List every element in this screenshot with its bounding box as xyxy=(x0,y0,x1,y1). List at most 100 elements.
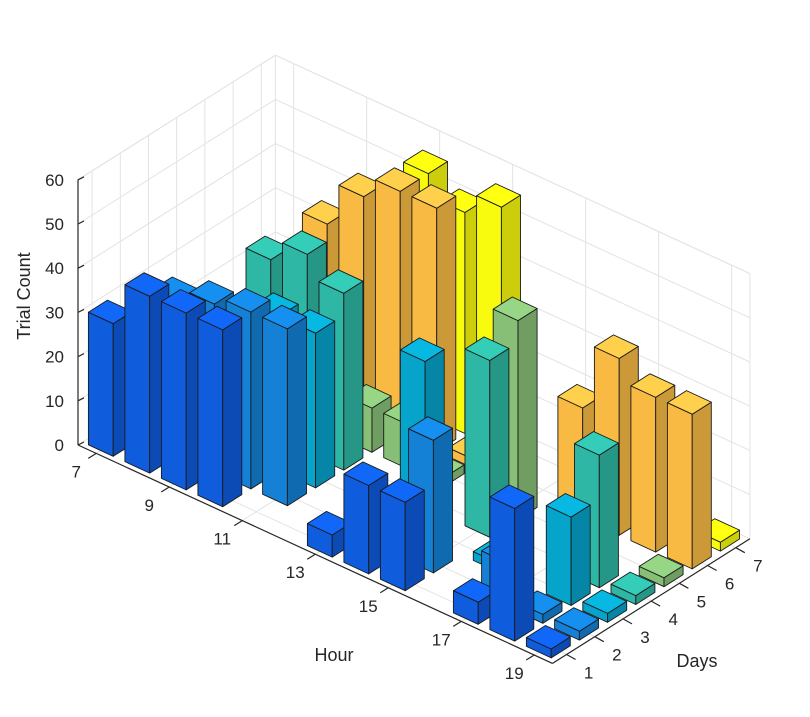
y-tick xyxy=(650,600,661,607)
bar-face-top xyxy=(638,553,684,579)
bar-face-top xyxy=(610,571,656,597)
wall-edge xyxy=(275,54,751,275)
wall-edge xyxy=(77,54,276,181)
y-tick xyxy=(679,582,689,589)
x-tick-label: 17 xyxy=(432,630,451,649)
bar-face-front xyxy=(545,505,572,606)
bar-face-top xyxy=(525,625,571,650)
bar-face-top xyxy=(492,296,538,322)
bar-hour-19-day-3 xyxy=(582,589,628,623)
y-tick xyxy=(707,564,717,572)
bar-face-top xyxy=(545,493,591,518)
x-tick-label: 13 xyxy=(286,563,305,582)
x-tick-label: 11 xyxy=(213,530,231,549)
x-tick xyxy=(160,486,170,493)
bar-face-front xyxy=(464,348,491,538)
y-tick-label: 1 xyxy=(584,664,593,683)
z-tick xyxy=(77,264,85,269)
x-tick-label: 7 xyxy=(72,462,81,481)
x-tick xyxy=(452,620,462,627)
bar-face-top xyxy=(403,149,448,175)
z-tick-label: 10 xyxy=(45,392,64,411)
labels: Trial Count Hour Days xyxy=(14,252,718,671)
x-tick xyxy=(87,452,97,459)
z-tick xyxy=(77,176,85,181)
bar-face-top xyxy=(374,167,420,192)
bar-face-side xyxy=(570,504,591,606)
bar-face-top xyxy=(464,336,510,361)
z-tick xyxy=(77,220,85,225)
z-tick-label: 50 xyxy=(45,215,64,234)
z-tick-label: 60 xyxy=(45,171,64,190)
z-tick xyxy=(77,308,85,313)
z-tick-label: 30 xyxy=(45,303,64,322)
bar-hour-19-day-5 xyxy=(638,553,684,588)
y-tick-label: 6 xyxy=(725,575,734,594)
y-tick-label: 4 xyxy=(668,610,677,629)
bar-face-top xyxy=(630,373,676,398)
bar-face-front xyxy=(666,402,693,570)
bar-face-top xyxy=(411,184,457,209)
z-axis-label: Trial Count xyxy=(14,252,34,339)
z-tick xyxy=(77,353,85,358)
bar-face-front xyxy=(489,496,516,642)
bar-face-side xyxy=(343,280,364,471)
bar-hour-10-day-1 xyxy=(197,305,243,508)
bar-face-front xyxy=(630,385,657,553)
bar-hour-18-day-1 xyxy=(489,484,535,642)
bar-face-side xyxy=(432,427,453,574)
bar-face-top xyxy=(554,607,599,632)
bar-face-top xyxy=(225,288,271,313)
bar-face-top xyxy=(408,416,453,441)
y-tick xyxy=(594,636,605,643)
z-tick-label: 20 xyxy=(45,348,64,367)
x-tick xyxy=(379,587,389,594)
x-tick-label: 15 xyxy=(359,597,378,616)
bar-face-top xyxy=(666,390,712,415)
z-tick xyxy=(77,397,85,402)
bar-face-front xyxy=(124,284,151,474)
bar-hour-18-day-3 xyxy=(545,493,591,606)
bar-face-top xyxy=(582,589,628,614)
y-tick xyxy=(622,618,633,625)
bar-hour-15-day-1 xyxy=(379,478,425,592)
bar-face-front xyxy=(379,490,406,592)
bar-face-top xyxy=(489,484,535,509)
y-tick-label: 2 xyxy=(612,646,621,665)
y-tick-label: 3 xyxy=(640,628,649,647)
bar-face-top xyxy=(343,461,389,486)
z-tick-label: 0 xyxy=(55,436,64,455)
bar-face-front xyxy=(87,311,114,457)
bar-face-side xyxy=(514,495,535,642)
y-tick-label: 7 xyxy=(753,557,762,576)
bar-hour-11-day-2 xyxy=(262,304,307,507)
bar-hour-19-day-1 xyxy=(525,625,571,659)
bar-face-side xyxy=(404,489,425,592)
bar-face-front xyxy=(343,473,370,575)
bar-face-side xyxy=(222,317,243,508)
bar-face-side xyxy=(315,320,336,489)
bar-face-top xyxy=(399,337,445,362)
y-tick xyxy=(735,547,746,554)
bar-face-top xyxy=(318,269,364,294)
z-tick-label: 40 xyxy=(45,259,64,278)
y-tick-label: 5 xyxy=(697,592,706,611)
bar-face-front xyxy=(197,317,224,508)
bar-face-side xyxy=(286,316,307,507)
bar-face-top xyxy=(282,230,327,255)
bar-face-top xyxy=(189,280,234,305)
bar-hour-19-day-4 xyxy=(610,571,656,605)
bar-face-front xyxy=(160,301,187,491)
bar-hour-19-day-6 xyxy=(666,390,712,570)
bars xyxy=(87,149,740,659)
bar-face-top xyxy=(262,304,307,330)
bar-face-top xyxy=(379,478,425,503)
bar-face-top xyxy=(124,272,170,297)
x-tick-label: 9 xyxy=(145,496,154,515)
x-tick xyxy=(525,654,535,661)
x-tick-label: 19 xyxy=(505,664,524,683)
bar-face-top xyxy=(160,289,206,314)
bar-face-top xyxy=(197,305,243,331)
